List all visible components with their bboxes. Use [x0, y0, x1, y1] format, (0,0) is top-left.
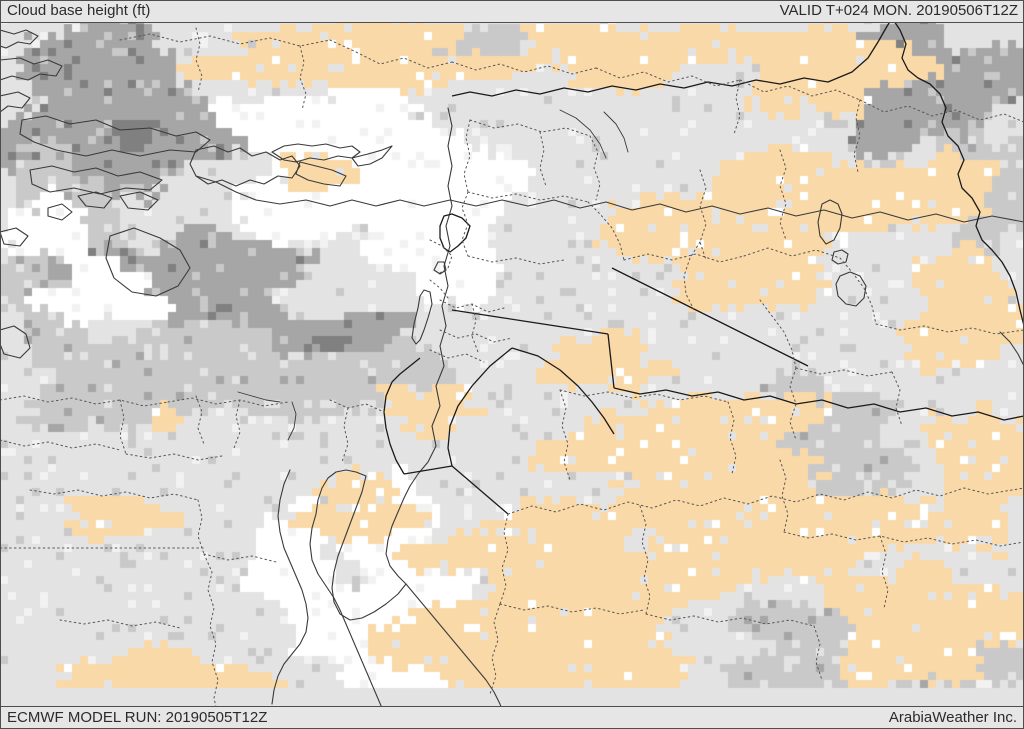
- country-border-group: [383, 17, 1024, 515]
- map-header-band: Cloud base height (ft) VALID T+024 MON. …: [0, 0, 1024, 23]
- page-title: Cloud base height (ft): [7, 2, 151, 19]
- valid-time-label: VALID T+024 MON. 20190506T12Z: [779, 2, 1018, 19]
- admin-boundary-group: [0, 27, 1024, 717]
- provider-credit-label: ArabiaWeather Inc.: [888, 709, 1017, 726]
- coastline-group: [0, 29, 1024, 721]
- map-footer-band: ECMWF MODEL RUN: 20190505T12Z ArabiaWeat…: [0, 706, 1024, 729]
- model-run-label: ECMWF MODEL RUN: 20190505T12Z: [7, 709, 268, 726]
